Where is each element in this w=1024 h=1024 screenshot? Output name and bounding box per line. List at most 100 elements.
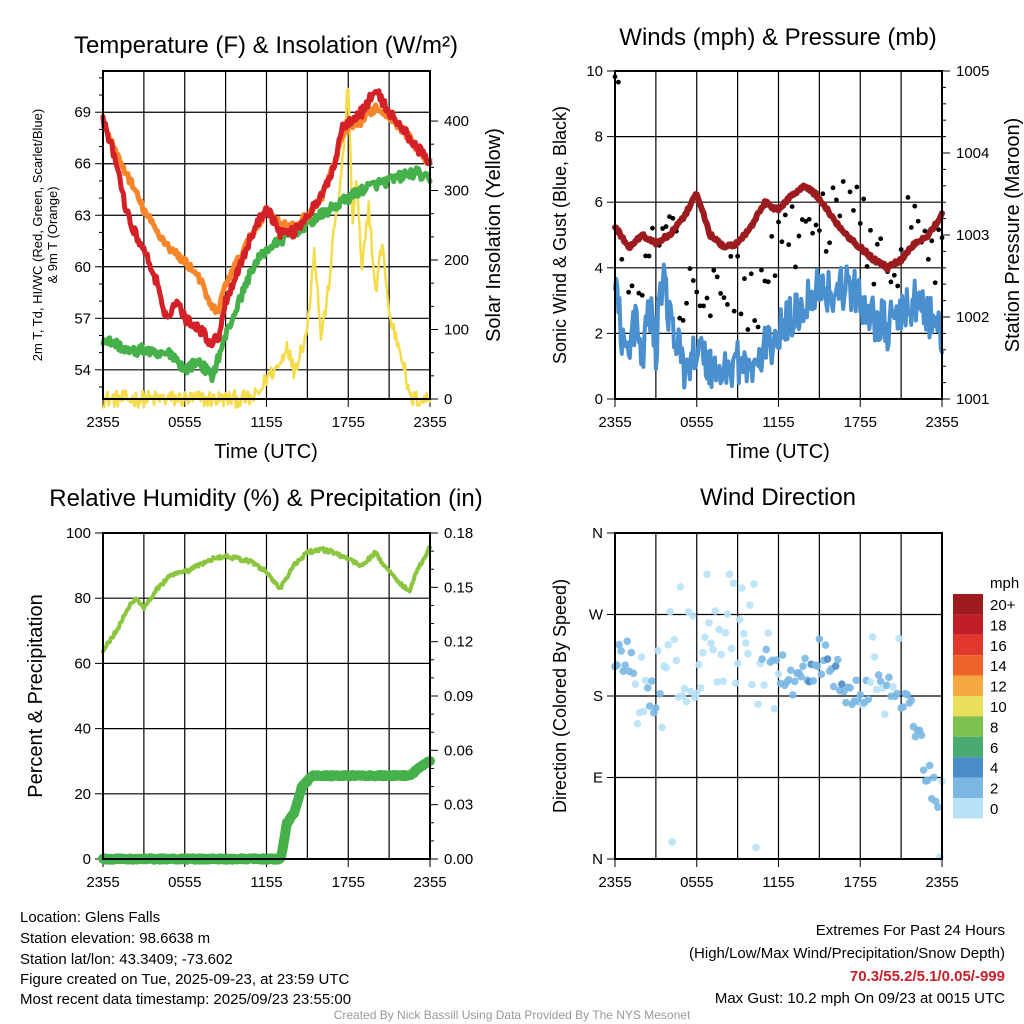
- wind-direction-point: [815, 635, 824, 643]
- wind-direction-point: [930, 773, 938, 782]
- y-tick-label: S: [593, 688, 603, 705]
- gust-point: [704, 295, 710, 301]
- gust-point: [929, 238, 935, 244]
- y2-tick-label: 0.09: [444, 688, 473, 705]
- wind-direction-point: [721, 629, 730, 637]
- wind-direction-point: [662, 664, 670, 672]
- wind-direction-point: [692, 689, 701, 698]
- gust-point: [861, 196, 867, 202]
- wind-direction-point: [764, 629, 773, 637]
- gust-point: [932, 280, 938, 286]
- gust-point: [643, 253, 649, 259]
- x-tick-label: 2355: [413, 874, 446, 891]
- x-tick-label: 1755: [844, 874, 877, 891]
- wind-direction-point: [801, 654, 809, 663]
- wind-direction-point: [817, 670, 826, 679]
- wind-direction-point: [619, 667, 627, 675]
- rh-ylabel: Percent & Precipitation: [25, 594, 47, 797]
- wind-direction-point: [799, 662, 807, 670]
- wind-direction-point: [664, 640, 672, 649]
- temp-ylabel-line1: 2m T, Td, HI/WC (Red, Green, Scarlet/Blu…: [30, 109, 45, 361]
- gust-point: [851, 208, 856, 213]
- y-tick-label: 0: [595, 391, 603, 408]
- y-tick-label: 8: [595, 129, 603, 146]
- colorbar-swatch: [953, 757, 983, 778]
- wind-direction-point: [723, 610, 732, 618]
- gust-point: [759, 267, 764, 273]
- wind-direction-point: [864, 695, 873, 704]
- sonic-wind-line: [613, 262, 944, 390]
- wind-direction-point: [699, 648, 707, 657]
- gust-point: [639, 292, 645, 298]
- wind-direction-point: [668, 838, 677, 846]
- x-tick-label: 2355: [86, 874, 119, 891]
- wind-direction-point: [821, 641, 830, 649]
- x-tick-label: 1155: [762, 414, 794, 431]
- wind-direction-point: [617, 647, 625, 655]
- created-text: Figure created on Tue, 2025-09-23, at 23…: [20, 971, 350, 988]
- y2-tick-label: 1004: [956, 145, 989, 162]
- gust-point: [670, 215, 676, 221]
- y2-tick-label: 1003: [956, 227, 989, 244]
- gust-point: [619, 256, 625, 262]
- x-tick-label: 0555: [168, 414, 201, 431]
- wind-direction-point: [789, 691, 797, 699]
- colorbar-swatch: [953, 716, 983, 737]
- wind-direction-point: [633, 719, 642, 728]
- x-tick-label: 1155: [762, 874, 794, 891]
- wind-direction-point: [678, 692, 687, 700]
- y2-tick-label: 1002: [956, 309, 989, 326]
- temperature-2m-line: [100, 88, 433, 349]
- wind-chart-title: Winds (mph) & Pressure (mb): [619, 24, 936, 51]
- wind-direction-point: [744, 649, 752, 658]
- y-tick-label: 4: [595, 260, 603, 277]
- gust-point: [755, 324, 761, 330]
- y-tick-label: W: [589, 607, 604, 624]
- wind-direction-point: [889, 682, 897, 691]
- gust-point: [725, 302, 730, 307]
- x-tick-label: 1755: [332, 414, 365, 431]
- gust-point: [895, 283, 901, 289]
- x-tick-label: 1155: [250, 414, 282, 431]
- x-tick-label: 1155: [250, 874, 282, 891]
- colorbar-swatch: [953, 777, 983, 798]
- wind-direction-point: [729, 579, 738, 588]
- gust-point: [626, 289, 632, 295]
- gust-point: [854, 184, 860, 190]
- gust-point: [936, 227, 941, 233]
- y-tick-label: 80: [74, 590, 91, 607]
- plot-frame: [614, 532, 943, 860]
- wind-direction-point: [658, 723, 666, 732]
- gust-point: [680, 317, 686, 323]
- gust-point: [813, 222, 819, 228]
- gust-point: [857, 221, 863, 226]
- y-tick-label: 0: [83, 851, 91, 868]
- gust-point: [868, 227, 873, 233]
- gust-point: [629, 283, 635, 289]
- wind-direction-point: [852, 676, 860, 685]
- wind-direction-point: [715, 625, 724, 634]
- wind-direction-point: [903, 690, 912, 699]
- wind-direction-point: [919, 766, 928, 774]
- wind-direction-point: [813, 662, 822, 671]
- gust-point: [697, 303, 703, 309]
- gust-point: [847, 189, 853, 195]
- gust-point: [908, 225, 914, 230]
- gust-point: [782, 212, 788, 218]
- wind-direction-point: [823, 655, 832, 663]
- x-tick-label: 1755: [332, 874, 365, 891]
- gust-point: [616, 79, 621, 85]
- wind-direction-point: [742, 639, 750, 647]
- wind-direction-point: [791, 677, 799, 686]
- y-tick-label: E: [593, 770, 603, 787]
- y2-tick-label: 1001: [956, 391, 989, 408]
- wind-direction-point: [885, 673, 893, 682]
- y2-tick-label: 0.12: [444, 634, 473, 651]
- wind-direction-point: [725, 570, 734, 579]
- wind-direction-point: [682, 697, 691, 706]
- gust-point: [830, 185, 836, 191]
- y-tick-label: 60: [74, 259, 91, 276]
- gust-point: [731, 308, 737, 314]
- colorbar-label: 16: [990, 638, 1007, 655]
- gust-point: [823, 249, 829, 254]
